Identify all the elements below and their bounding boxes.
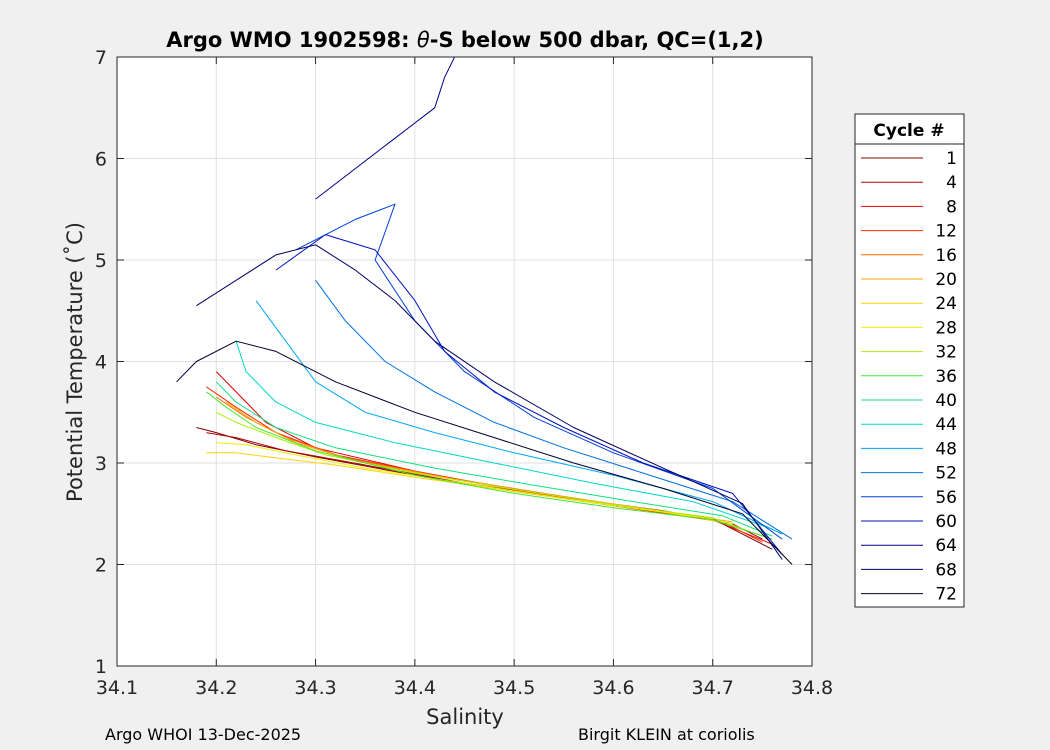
- y-tick-label: 1: [95, 656, 107, 678]
- series-line-cycle-64: [315, 56, 456, 200]
- legend-label-cycle-28: 28: [935, 318, 957, 338]
- legend-label-cycle-8: 8: [946, 197, 957, 217]
- legend-label-cycle-16: 16: [935, 246, 957, 266]
- series-line-cycle-60: [275, 234, 783, 555]
- y-axis-label: Potential Temperature (˚C): [63, 222, 87, 502]
- x-tick-label: 34.7: [692, 677, 734, 699]
- legend-label-cycle-60: 60: [935, 512, 957, 532]
- series-line-cycle-72: [176, 340, 793, 565]
- legend-label-cycle-20: 20: [935, 270, 957, 290]
- legend-title: Cycle #: [873, 121, 944, 141]
- x-tick-label: 34.4: [394, 677, 436, 699]
- series-line-cycle-52: [315, 280, 793, 540]
- y-tick-label: 7: [95, 47, 107, 69]
- legend-label-cycle-32: 32: [935, 343, 957, 363]
- y-tick-label: 3: [95, 453, 107, 475]
- x-tick-label: 34.6: [592, 677, 634, 699]
- legend-label-cycle-12: 12: [935, 222, 957, 242]
- ticks: [116, 56, 813, 667]
- legend-label-cycle-56: 56: [935, 488, 957, 508]
- x-tick-label: 34.3: [294, 677, 336, 699]
- x-tick-label: 34.1: [96, 677, 138, 699]
- x-axis-label: Salinity: [426, 705, 504, 729]
- chart-title: Argo WMO 1902598: θ-S below 500 dbar, QC…: [166, 28, 763, 52]
- legend-label-cycle-4: 4: [946, 173, 957, 193]
- legend-label-cycle-52: 52: [935, 464, 957, 484]
- y-tick-label: 4: [95, 352, 107, 374]
- series-line-cycle-44: [235, 341, 773, 530]
- legend-label-cycle-40: 40: [935, 391, 957, 411]
- x-tick-label: 34.2: [195, 677, 237, 699]
- legend-box: [854, 113, 965, 608]
- tick-labels: 34.1 34.2 34.3 34.4 34.5 34.6 34.7 34.8 1 2 3 4 5 6 7: [95, 47, 833, 699]
- y-tick-label: 6: [95, 149, 107, 171]
- series-line-cycle-68: [196, 244, 783, 560]
- series-line-cycle-32: [216, 411, 763, 537]
- legend-label-cycle-48: 48: [935, 439, 957, 459]
- series-line-cycle-48: [255, 300, 783, 535]
- footer-right: Birgit KLEIN at coriolis: [578, 725, 755, 744]
- series-line-cycle-56: [295, 203, 783, 540]
- series-line-cycle-40: [215, 381, 773, 537]
- legend-label-cycle-44: 44: [935, 415, 957, 435]
- legend-label-cycle-72: 72: [935, 585, 957, 605]
- legend-label-cycle-68: 68: [935, 560, 957, 580]
- x-tick-label: 34.5: [493, 677, 535, 699]
- legend-label-cycle-1: 1: [946, 149, 957, 169]
- legend-label-cycle-24: 24: [935, 294, 957, 314]
- x-tick-label: 34.8: [791, 677, 833, 699]
- legend-label-cycle-64: 64: [935, 536, 957, 556]
- legend: Cycle # 14812162024283236404448525660646…: [854, 113, 965, 608]
- series-layer: [176, 56, 793, 565]
- series-line-cycle-36: [206, 391, 773, 540]
- footer-left: Argo WHOI 13-Dec-2025: [105, 725, 302, 744]
- y-tick-label: 5: [95, 250, 107, 272]
- y-tick-label: 2: [95, 555, 107, 577]
- legend-label-cycle-36: 36: [935, 367, 957, 387]
